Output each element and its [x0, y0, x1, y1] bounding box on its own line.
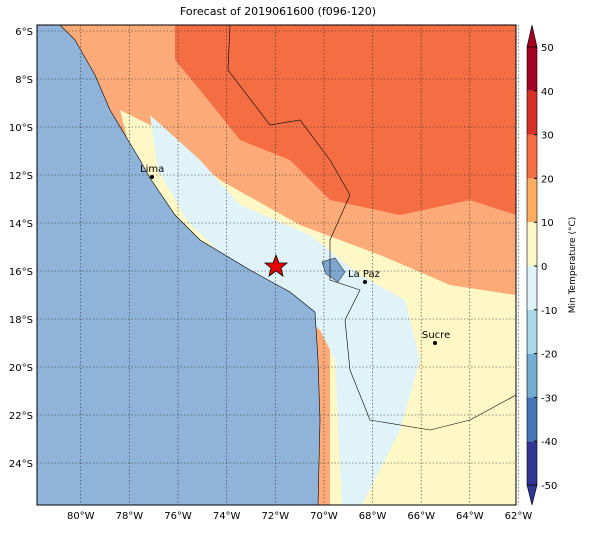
colorbar-tick-label: -10: [541, 306, 557, 317]
city-dot: [150, 175, 154, 179]
colorbar-tick-label: 30: [541, 131, 554, 142]
colorbar-label: Min Temperature (°C): [568, 217, 578, 314]
colorbar-band: [527, 309, 537, 354]
lake: [321, 257, 346, 283]
city-label: Lima: [140, 164, 164, 175]
x-tick-label: 64°W: [456, 511, 484, 522]
colorbar-band: [527, 47, 537, 91]
y-tick-label: 16°S: [9, 267, 33, 278]
colorbar-extend: [526, 484, 538, 506]
x-tick-label: 68°W: [359, 511, 387, 522]
y-tick-label: 24°S: [9, 459, 33, 470]
x-tick-label: 78°W: [116, 511, 144, 522]
region: [150, 115, 420, 505]
y-tick-label: 10°S: [9, 123, 33, 134]
region: [175, 25, 516, 215]
colorbar-tick-label: -30: [541, 393, 557, 404]
colorbar-tick-label: 0: [541, 262, 547, 273]
y-tick-label: 14°S: [9, 219, 33, 230]
title: Forecast of 2019061600 (f096-120): [180, 5, 376, 18]
city-dot: [363, 280, 367, 284]
colorbar-tick-label: -50: [541, 481, 557, 492]
colorbar-tick-label: -40: [541, 437, 557, 448]
colorbar-band: [527, 441, 537, 485]
colorbar-band: [527, 134, 537, 179]
colorbar-tick-label: 40: [541, 87, 554, 98]
y-tick-label: 8°S: [15, 75, 33, 86]
map-area: [37, 25, 516, 505]
x-tick-label: 70°W: [310, 511, 338, 522]
city-dot: [433, 341, 437, 345]
city-label: Sucre: [422, 330, 450, 341]
colorbar-extend: [526, 24, 538, 48]
y-tick-label: 6°S: [15, 27, 33, 38]
y-tick-label: 20°S: [9, 363, 33, 374]
map-frame: [36, 24, 517, 506]
colorbar-band: [527, 353, 537, 398]
colorbar-tick-label: 10: [541, 218, 554, 229]
colorbar-tick-label: -20: [541, 350, 557, 361]
x-tick-label: 80°W: [67, 511, 95, 522]
colorbar-tick-label: 20: [541, 174, 554, 185]
ocean: [37, 25, 321, 505]
city-label: La Paz: [348, 269, 380, 280]
colorbar-band: [527, 178, 537, 223]
x-tick-label: 74°W: [213, 511, 241, 522]
y-tick-label: 12°S: [9, 171, 33, 182]
x-tick-label: 72°W: [261, 511, 289, 522]
colorbar-band: [527, 222, 537, 266]
colorbar-band: [527, 266, 537, 310]
x-tick-label: 62°W: [505, 511, 533, 522]
x-tick-label: 66°W: [407, 511, 435, 522]
colorbar-tick-label: 50: [541, 43, 554, 54]
y-tick-label: 22°S: [9, 411, 33, 422]
border: [227, 25, 516, 431]
colorbar-band: [527, 90, 537, 135]
x-tick-label: 76°W: [164, 511, 192, 522]
colorbar-band: [527, 397, 537, 442]
y-tick-label: 18°S: [9, 315, 33, 326]
